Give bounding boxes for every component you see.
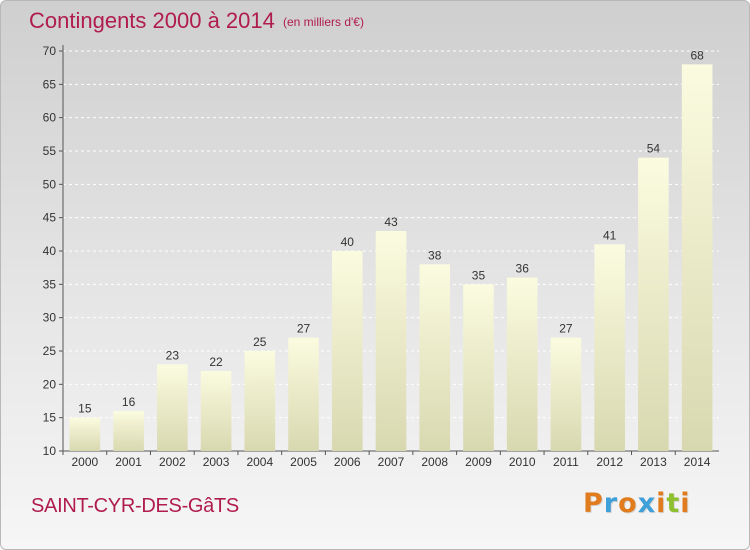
- value-label-2011: 27: [559, 322, 573, 336]
- bar-2008: [419, 264, 451, 451]
- bar-2000: [69, 417, 101, 451]
- bar-2006: [331, 251, 363, 451]
- bar-2009: [463, 284, 494, 451]
- bar-2010: [506, 277, 538, 451]
- bar-2014: [681, 64, 713, 452]
- y-tick-label: 50: [43, 177, 57, 191]
- value-label-2003: 22: [209, 355, 223, 369]
- value-label-2009: 35: [472, 268, 486, 282]
- x-tick-label-2005: 2005: [290, 455, 317, 469]
- value-label-2007: 43: [384, 215, 398, 229]
- y-tick-label: 55: [43, 144, 57, 158]
- value-label-2001: 16: [122, 395, 136, 409]
- logo-letter: i: [680, 488, 691, 519]
- value-label-2002: 23: [166, 348, 180, 362]
- bar-2013: [638, 157, 669, 451]
- labels: 15 2000 16 2001 23 2002 22 2003 25 2004 27 2005 40 20…: [72, 48, 711, 469]
- value-label-2006: 40: [341, 235, 355, 249]
- y-tick-label: 20: [43, 377, 57, 391]
- x-tick-label-2013: 2013: [640, 455, 667, 469]
- x-tick-label-2004: 2004: [246, 455, 273, 469]
- proxiti-logo[interactable]: Proxiti: [583, 488, 691, 519]
- x-tick-label-2000: 2000: [72, 455, 99, 469]
- y-tick-label: 65: [43, 77, 57, 91]
- value-label-2005: 27: [297, 322, 311, 336]
- x-tick-label-2010: 2010: [509, 455, 536, 469]
- value-label-2013: 54: [647, 142, 661, 156]
- logo-letter: r: [603, 488, 619, 519]
- y-tick-label: 60: [43, 111, 57, 125]
- x-tick-label-2009: 2009: [465, 455, 492, 469]
- x-tick-label-2002: 2002: [159, 455, 186, 469]
- value-label-2000: 15: [78, 402, 92, 416]
- logo-letter: o: [618, 488, 638, 519]
- y-tick-label: 25: [43, 344, 57, 358]
- chart-subtitle: (en milliers d'€): [283, 15, 364, 29]
- value-label-2004: 25: [253, 335, 267, 349]
- value-label-2014: 68: [690, 48, 704, 62]
- logo-letter: P: [583, 488, 604, 519]
- bar-2012: [594, 244, 625, 451]
- y-tick-label: 30: [43, 311, 57, 325]
- y-tick-label: 70: [43, 44, 57, 58]
- logo-letter: t: [666, 488, 681, 519]
- value-label-2012: 41: [603, 228, 617, 242]
- x-tick-label-2006: 2006: [334, 455, 361, 469]
- x-tick-label-2001: 2001: [115, 455, 142, 469]
- x-tick-label-2011: 2011: [553, 455, 579, 469]
- bars: [69, 64, 713, 452]
- bar-2005: [288, 337, 319, 451]
- x-tick-label-2008: 2008: [421, 455, 448, 469]
- x-tick-label-2014: 2014: [684, 455, 711, 469]
- bar-2001: [113, 411, 144, 451]
- y-tick-label: 40: [43, 244, 57, 258]
- bar-2002: [157, 364, 188, 451]
- y-tick-label: 10: [43, 444, 57, 458]
- x-tick-label-2003: 2003: [203, 455, 230, 469]
- y-tick-label: 15: [43, 411, 57, 425]
- value-label-2008: 38: [428, 248, 442, 262]
- bar-2003: [200, 371, 232, 451]
- bar-2011: [550, 337, 582, 451]
- logo-letter: i: [656, 488, 667, 519]
- bar-2007: [375, 231, 407, 451]
- logo-letter: x: [637, 488, 657, 519]
- x-tick-label-2012: 2012: [596, 455, 623, 469]
- commune-name: SAINT-CYR-DES-GâTS: [31, 495, 239, 517]
- y-tick-label: 45: [43, 211, 57, 225]
- chart-title: Contingents 2000 à 2014: [29, 8, 275, 33]
- bar-2004: [244, 351, 276, 451]
- value-label-2010: 36: [516, 262, 530, 276]
- y-tick-label: 35: [43, 277, 57, 291]
- x-tick-label-2007: 2007: [378, 455, 405, 469]
